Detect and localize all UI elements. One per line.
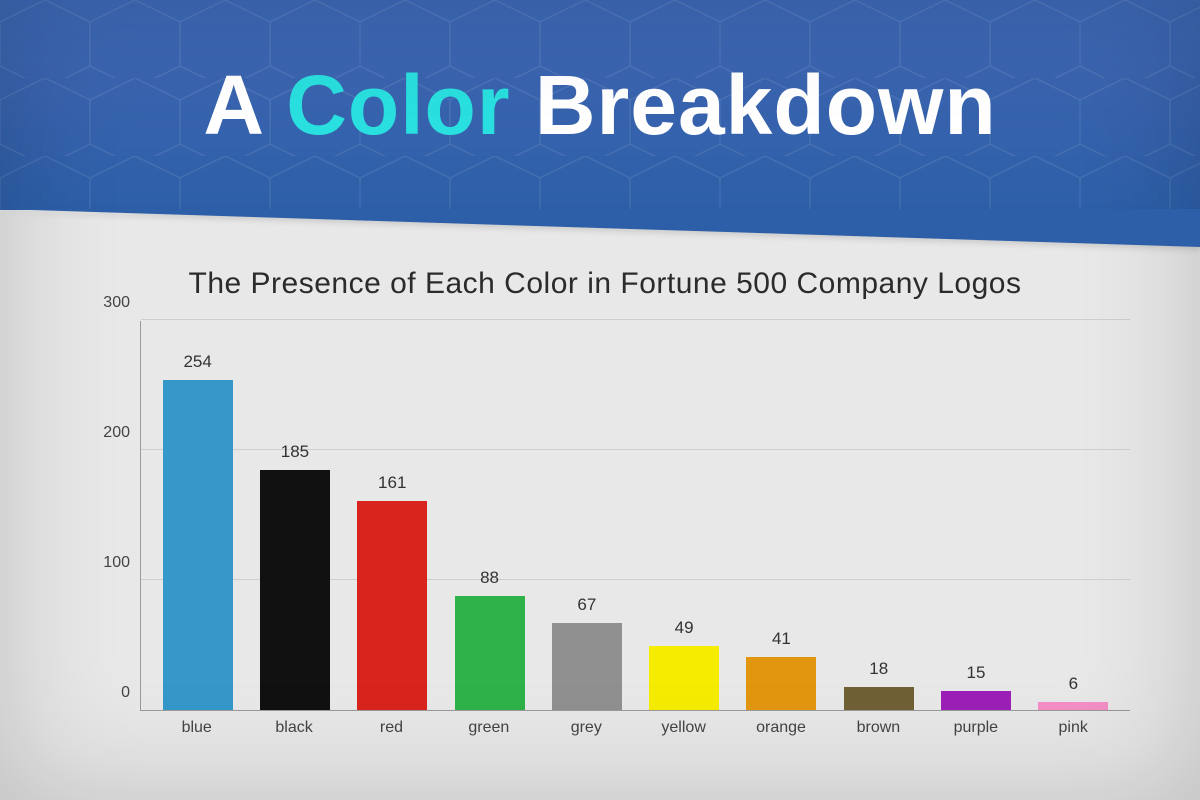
bar-column: 49 — [649, 646, 719, 710]
bar-value-label: 41 — [772, 629, 791, 649]
title-word-2: Color — [286, 58, 510, 152]
x-axis-label: red — [356, 711, 426, 751]
bar-column: 254 — [163, 380, 233, 710]
title-word-3: Breakdown — [535, 58, 997, 152]
bar-value-label: 254 — [183, 352, 211, 372]
x-axis-label: pink — [1038, 711, 1108, 751]
bar — [552, 623, 622, 710]
x-axis-label: purple — [941, 711, 1011, 751]
bar-column: 15 — [941, 691, 1011, 711]
bar-value-label: 18 — [869, 659, 888, 679]
bar-column: 185 — [260, 470, 330, 711]
bar-column: 67 — [552, 623, 622, 710]
title-banner: A Color Breakdown — [0, 0, 1200, 210]
bar-value-label: 49 — [675, 618, 694, 638]
x-axis-label: black — [259, 711, 329, 751]
bar-value-label: 88 — [480, 568, 499, 588]
bar-column: 161 — [357, 501, 427, 710]
bar — [844, 687, 914, 710]
bar — [455, 596, 525, 710]
y-axis: 0100200300 — [90, 321, 140, 711]
bar-value-label: 6 — [1069, 674, 1078, 694]
plot-area: 254 185 161 88 67 49 41 18 15 6 — [140, 321, 1130, 711]
y-tick-label: 0 — [121, 684, 130, 702]
x-axis-label: grey — [551, 711, 621, 751]
bar-value-label: 161 — [378, 473, 406, 493]
bar — [649, 646, 719, 710]
main-title: A Color Breakdown — [0, 0, 1200, 210]
bar — [260, 470, 330, 711]
y-tick-label: 200 — [103, 424, 130, 442]
x-axis-label: green — [454, 711, 524, 751]
bar — [941, 691, 1011, 711]
x-axis: blue black red green grey yellow orange brownpu… — [140, 711, 1130, 751]
bar — [163, 380, 233, 710]
y-tick-label: 100 — [103, 554, 130, 572]
bar — [357, 501, 427, 710]
bar-column: 6 — [1038, 702, 1108, 710]
x-axis-label: orange — [746, 711, 816, 751]
bar-chart: 0100200300 2541851618867494118156 bluebl… — [90, 321, 1130, 751]
title-word-1: A — [203, 58, 262, 152]
x-axis-label: blue — [162, 711, 232, 751]
grid-line — [141, 319, 1130, 320]
bar-column: 88 — [455, 596, 525, 710]
diagonal-divider — [0, 209, 1200, 247]
y-tick-label: 300 — [103, 294, 130, 312]
content-area: The Presence of Each Color in Fortune 50… — [0, 267, 1200, 751]
bar — [1038, 702, 1108, 710]
bar-column: 41 — [746, 657, 816, 710]
bar — [746, 657, 816, 710]
bar-value-label: 15 — [967, 663, 986, 683]
chart-subtitle: The Presence of Each Color in Fortune 50… — [80, 267, 1130, 301]
bar-column: 18 — [844, 687, 914, 710]
bar-value-label: 67 — [577, 595, 596, 615]
bars-container: 254 185 161 88 67 49 41 18 15 6 — [141, 321, 1130, 710]
x-axis-label: yellow — [649, 711, 719, 751]
x-axis-label: brown — [843, 711, 913, 751]
bar-value-label: 185 — [281, 442, 309, 462]
